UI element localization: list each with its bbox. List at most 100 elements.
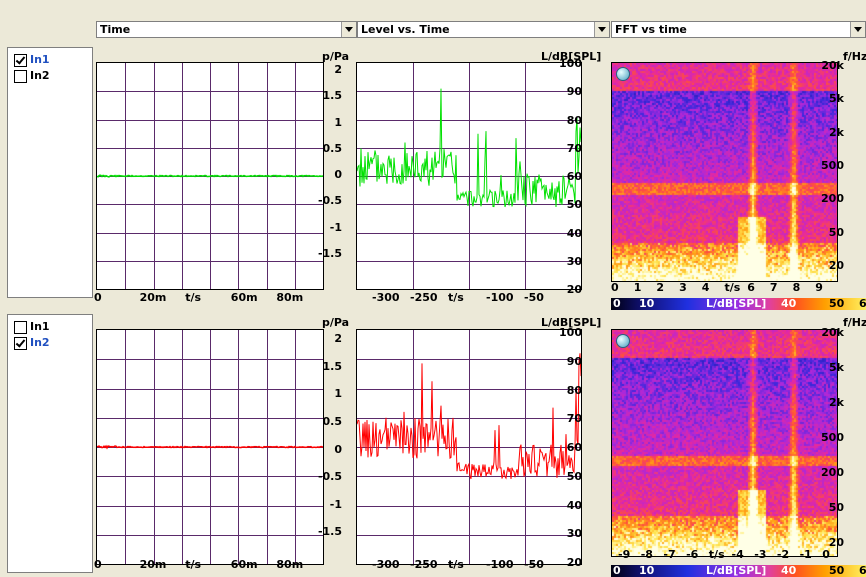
spectrogram-canvas xyxy=(612,330,837,556)
y-tick-label: 50 xyxy=(566,469,582,483)
x-tick-label: 60m xyxy=(230,558,258,571)
x-tick-label: -300 xyxy=(372,291,400,304)
x-tick-label: 0 xyxy=(94,558,102,571)
x-tick-label: -100 xyxy=(486,558,514,571)
y-tick-label: 60 xyxy=(566,170,582,183)
colorbar-label: L/dB[SPL] xyxy=(706,298,767,310)
x-tick-label: -3 xyxy=(754,548,767,561)
fft-selector[interactable]: FFT vs time xyxy=(611,21,866,38)
y-tick-label: 70 xyxy=(566,412,582,426)
fft-spectrogram-in2[interactable] xyxy=(611,329,838,557)
checkbox-icon[interactable] xyxy=(14,321,27,334)
fft-spectrogram-in1[interactable] xyxy=(611,62,838,282)
x-tick-label: t/s xyxy=(724,281,741,294)
channel-checkbox-in2[interactable]: In2 xyxy=(14,69,94,83)
level-plot-in1[interactable] xyxy=(356,62,582,290)
globe-icon[interactable] xyxy=(616,334,630,348)
x-tick-label: -9 xyxy=(618,548,631,561)
level-signal-line xyxy=(357,88,581,208)
level-selector[interactable]: Level vs. Time xyxy=(357,21,610,38)
colorbar-label: L/dB[SPL] xyxy=(706,565,767,577)
chevron-down-icon[interactable] xyxy=(594,22,609,37)
y-tick-label: 90 xyxy=(566,354,582,368)
x-tick-label: 4 xyxy=(701,281,710,294)
colorbar-label: 50 xyxy=(829,298,845,310)
y-tick-label: -1.5 xyxy=(317,525,342,539)
y-tick-label: 1.5 xyxy=(322,359,343,373)
y-tick-label: 0.5 xyxy=(322,414,343,428)
y-tick-label: 0.5 xyxy=(322,141,343,155)
x-tick-label: t/s xyxy=(708,548,725,561)
y-tick-label: 50 xyxy=(566,198,582,212)
y-tick-label: 50 xyxy=(828,501,844,514)
fft-selector-label: FFT vs time xyxy=(615,23,687,36)
level-ylabel: L/dB[SPL] xyxy=(541,316,602,329)
y-tick-label: 80 xyxy=(566,113,582,127)
x-tick-label: -2 xyxy=(776,548,790,561)
y-tick-label: -0.5 xyxy=(317,194,342,208)
chevron-down-icon[interactable] xyxy=(341,22,356,37)
level-ylabel: L/dB[SPL] xyxy=(541,50,602,63)
x-tick-label: -50 xyxy=(524,291,544,304)
colorbar: 0 10 L/dB[SPL] 40 50 60 xyxy=(611,565,866,577)
time-signal-line xyxy=(97,174,323,178)
y-tick-label: 2 xyxy=(334,63,342,76)
channel-label: In1 xyxy=(30,53,50,66)
y-tick-label: 100 xyxy=(559,57,582,70)
y-tick-label: 1 xyxy=(334,115,342,129)
x-tick-label: 0 xyxy=(94,291,102,304)
x-tick-label: 80m xyxy=(276,558,304,571)
x-tick-label: -6 xyxy=(686,548,699,561)
y-tick-label: 1 xyxy=(334,387,342,401)
x-tick-label: 2 xyxy=(656,281,665,294)
level-signal-line xyxy=(357,353,581,480)
spectrogram-canvas xyxy=(612,63,837,281)
level-plot-in2[interactable] xyxy=(356,329,582,565)
y-tick-label: 60 xyxy=(566,441,582,454)
channel-checkbox-in1[interactable]: In1 xyxy=(14,320,94,334)
channel-checkbox-in1[interactable]: In1 xyxy=(14,53,94,67)
y-tick-label: 2k xyxy=(829,396,844,409)
x-tick-label: -4 xyxy=(731,548,744,561)
checkbox-checked-icon[interactable] xyxy=(14,54,27,67)
x-tick-label: -250 xyxy=(410,558,438,571)
globe-icon[interactable] xyxy=(616,67,630,81)
y-tick-label: 2k xyxy=(829,125,844,139)
y-tick-label: -0.5 xyxy=(317,470,342,484)
chevron-down-icon[interactable] xyxy=(850,22,865,37)
x-tick-label: -7 xyxy=(663,548,676,561)
y-tick-label: 70 xyxy=(566,141,582,155)
x-tick-label: 0 xyxy=(822,548,830,561)
channel-checkbox-in2[interactable]: In2 xyxy=(14,336,94,350)
y-tick-label: -1 xyxy=(329,497,342,511)
x-tick-label: -250 xyxy=(410,291,438,304)
x-tick-label: 20m xyxy=(139,291,167,304)
y-tick-label: 40 xyxy=(566,498,582,512)
time-ylabel: p/Pa xyxy=(322,50,350,63)
time-ylabel: p/Pa xyxy=(322,316,350,329)
x-tick-label: 80m xyxy=(276,291,304,304)
y-tick-label: 500 xyxy=(821,431,844,444)
checkbox-icon[interactable] xyxy=(14,70,27,83)
y-tick-label: 50 xyxy=(828,225,844,239)
x-tick-label: 0 xyxy=(611,281,619,294)
x-tick-label: t/s xyxy=(448,291,464,304)
colorbar-label: 60 xyxy=(859,565,866,577)
y-tick-label: 20 xyxy=(566,556,582,569)
x-tick-label: -300 xyxy=(372,558,400,571)
y-tick-label: 2 xyxy=(334,332,342,345)
x-tick-label: -50 xyxy=(524,558,544,571)
checkbox-checked-icon[interactable] xyxy=(14,337,27,350)
channel-panel-bottom: In1 In2 xyxy=(7,314,93,573)
y-tick-label: 30 xyxy=(566,527,582,541)
time-plot-in1[interactable] xyxy=(96,62,324,290)
channel-label: In1 xyxy=(30,320,50,333)
y-tick-label: -1.5 xyxy=(317,246,342,260)
y-tick-label: 200 xyxy=(821,192,844,206)
colorbar-label: 60 xyxy=(859,298,866,310)
y-tick-label: 20 xyxy=(566,283,582,296)
time-selector[interactable]: Time xyxy=(96,21,357,38)
y-tick-label: 30 xyxy=(566,254,582,268)
y-tick-label: 0 xyxy=(334,168,342,181)
time-plot-in2[interactable] xyxy=(96,329,324,565)
